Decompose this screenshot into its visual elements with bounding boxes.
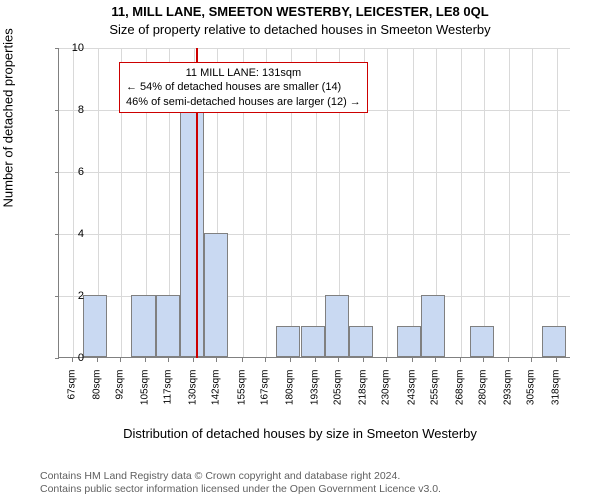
histogram-bar <box>204 233 228 357</box>
x-tick-label: 167sqm <box>259 370 270 430</box>
x-tick-label: 230sqm <box>381 370 392 430</box>
y-tick-label: 2 <box>54 290 84 302</box>
gridline-v <box>509 48 510 357</box>
gridline-v <box>557 48 558 357</box>
footer-line-1: Contains HM Land Registry data © Crown c… <box>40 470 441 483</box>
histogram-bar <box>83 295 107 357</box>
attribution-footer: Contains HM Land Registry data © Crown c… <box>40 470 441 496</box>
x-tick-label: 218sqm <box>358 370 369 430</box>
histogram-bar <box>397 326 421 357</box>
histogram-bar <box>156 295 180 357</box>
gridline-v <box>484 48 485 357</box>
x-tick-label: 105sqm <box>139 370 150 430</box>
page-subtitle: Size of property relative to detached ho… <box>0 20 600 38</box>
y-axis-label: Number of detached properties <box>1 28 16 207</box>
x-tick-label: 205sqm <box>333 370 344 430</box>
callout-box: 11 MILL LANE: 131sqm← 54% of detached ho… <box>119 62 368 113</box>
callout-line-1: 11 MILL LANE: 131sqm <box>126 66 361 80</box>
callout-line-2: ← 54% of detached houses are smaller (14… <box>126 80 361 94</box>
gridline-v <box>387 48 388 357</box>
plot-area: 11 MILL LANE: 131sqm← 54% of detached ho… <box>58 48 570 358</box>
y-tick-label: 10 <box>54 42 84 54</box>
y-tick-label: 0 <box>54 352 84 364</box>
footer-line-2: Contains public sector information licen… <box>40 483 441 496</box>
x-tick-label: 117sqm <box>163 370 174 430</box>
x-tick-label: 180sqm <box>284 370 295 430</box>
gridline-v <box>532 48 533 357</box>
y-tick-label: 8 <box>54 104 84 116</box>
x-tick-label: 243sqm <box>406 370 417 430</box>
x-tick-label: 318sqm <box>551 370 562 430</box>
x-tick-label: 293sqm <box>503 370 514 430</box>
gridline-h <box>59 48 570 49</box>
y-tick-label: 4 <box>54 228 84 240</box>
x-tick-label: 268sqm <box>454 370 465 430</box>
histogram-bar <box>421 295 445 357</box>
gridline-v <box>73 48 74 357</box>
histogram-bar <box>542 326 566 357</box>
x-axis-label: Distribution of detached houses by size … <box>0 426 600 441</box>
x-tick-label: 193sqm <box>309 370 320 430</box>
x-tick-label: 130sqm <box>188 370 199 430</box>
callout-line-3: 46% of semi-detached houses are larger (… <box>126 95 361 109</box>
histogram-bar <box>131 295 155 357</box>
histogram-bar <box>470 326 494 357</box>
histogram-bar <box>301 326 325 357</box>
x-tick-label: 67sqm <box>66 370 77 430</box>
gridline-v <box>461 48 462 357</box>
x-tick-label: 280sqm <box>478 370 489 430</box>
histogram-bar <box>325 295 349 357</box>
chart-area: 11 MILL LANE: 131sqm← 54% of detached ho… <box>58 48 570 408</box>
x-tick-label: 255sqm <box>429 370 440 430</box>
histogram-bar <box>349 326 373 357</box>
gridline-h <box>59 234 570 235</box>
x-tick-label: 142sqm <box>211 370 222 430</box>
gridline-v <box>413 48 414 357</box>
x-tick-label: 80sqm <box>91 370 102 430</box>
y-tick-label: 6 <box>54 166 84 178</box>
x-tick-label: 92sqm <box>114 370 125 430</box>
x-tick-label: 305sqm <box>526 370 537 430</box>
page-title: 11, MILL LANE, SMEETON WESTERBY, LEICEST… <box>0 0 600 20</box>
x-tick-label: 155sqm <box>236 370 247 430</box>
gridline-h <box>59 172 570 173</box>
histogram-bar <box>180 109 204 357</box>
histogram-bar <box>276 326 300 357</box>
